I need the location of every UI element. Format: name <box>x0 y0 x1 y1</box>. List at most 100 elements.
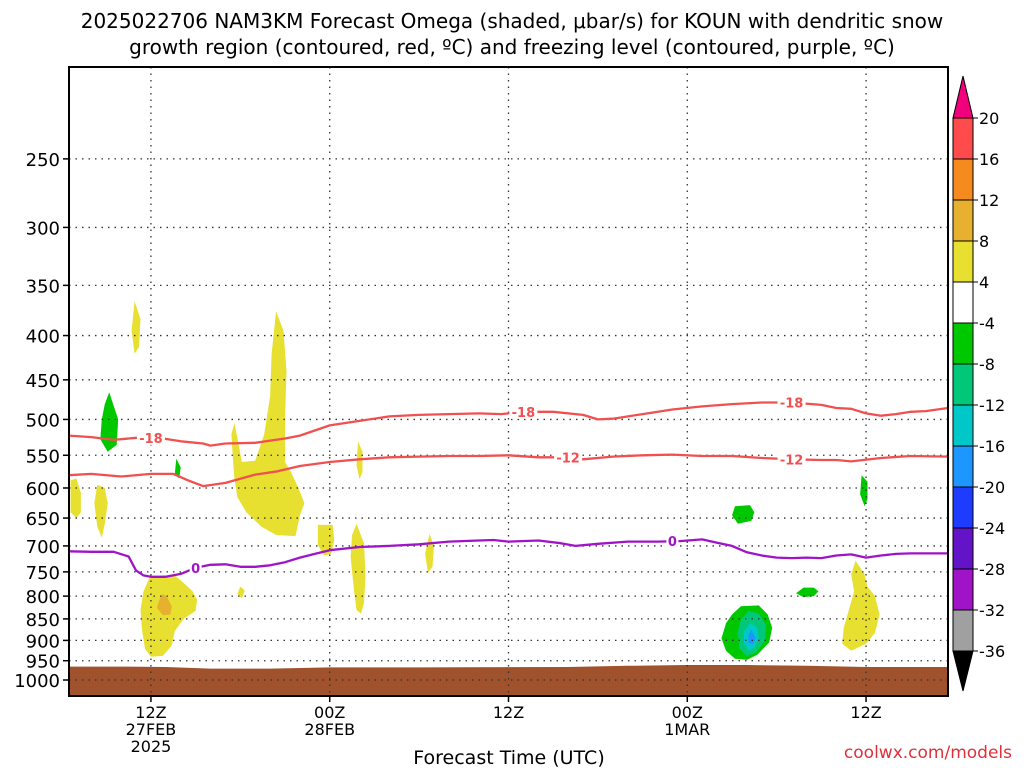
contour-label: -12 <box>556 451 580 466</box>
contour-label-bg <box>777 395 806 410</box>
colorbar-cell <box>952 445 974 488</box>
grid-lines <box>69 67 948 696</box>
colorbar-label: -8 <box>979 355 995 374</box>
x-tick-label: 1MAR <box>664 720 710 739</box>
contour-label: 0 <box>191 562 200 577</box>
omega-region <box>732 505 755 524</box>
plot-background <box>69 67 948 696</box>
omega-region <box>231 311 305 537</box>
omega-region <box>70 478 81 519</box>
colorbar-cell <box>952 199 974 242</box>
colorbar-top-arrow <box>952 75 974 119</box>
y-tick-label: 700 <box>26 537 60 558</box>
y-tick-label: 250 <box>26 150 60 171</box>
contour--18: -18 -18 -18 <box>68 395 949 447</box>
chart-title-line1: 2025022706 NAM3KM Forecast Omega (shaded… <box>81 9 944 33</box>
x-tick-label: 00Z <box>314 703 345 722</box>
omega-region <box>94 484 108 538</box>
y-tick-label: 950 <box>26 652 60 673</box>
x-tick-label: 12Z <box>850 703 881 722</box>
x-axis-label: Forecast Time (UTC) <box>413 747 604 768</box>
y-axis: 2503003504004505005506006507007508008509… <box>14 150 69 692</box>
omega-region <box>156 593 172 616</box>
contour-label: -12 <box>780 453 804 468</box>
colorbar-label: 12 <box>979 191 999 210</box>
colorbar-bottom-arrow <box>952 650 974 692</box>
y-tick-label: 750 <box>26 563 60 584</box>
contour--12: -12 -12 <box>68 450 949 488</box>
terrain-fill <box>69 665 948 696</box>
omega-region <box>842 560 880 651</box>
omega-region <box>796 587 819 598</box>
colorbar-cell <box>952 363 974 406</box>
colorbar-cell <box>952 527 974 570</box>
contour-label-bg <box>509 404 538 419</box>
colorbar-label: -4 <box>979 314 995 333</box>
colorbar-cell <box>952 117 974 160</box>
terrain-layer <box>69 665 948 696</box>
colorbar: 20 16 12 8 4 -4 -8 -12 -16 -20 -24 -28 -32 -36 <box>952 75 1005 692</box>
x-tick-label: 27FEB <box>126 720 177 739</box>
colorbar-label: -24 <box>979 519 1005 538</box>
y-tick-label: 850 <box>26 610 60 631</box>
omega-region <box>174 458 181 479</box>
omega-region <box>748 629 756 645</box>
colorbar-label: 8 <box>979 232 989 251</box>
colorbar-label: -12 <box>979 396 1005 415</box>
contour-label: 0 <box>668 535 677 550</box>
y-tick-label: 550 <box>26 446 60 467</box>
colorbar-cell <box>952 568 974 611</box>
y-tick-label: 1000 <box>14 671 60 692</box>
x-tick-label: 00Z <box>672 703 703 722</box>
x-tick-label: 28FEB <box>304 720 355 739</box>
contour-label-bg <box>554 450 583 465</box>
colorbar-label: 4 <box>979 273 989 292</box>
colorbar-label: 16 <box>979 150 999 169</box>
omega-region <box>131 301 141 354</box>
contour-label-bg <box>136 430 165 445</box>
contour-label-bg <box>666 534 679 549</box>
y-tick-label: 900 <box>26 631 60 652</box>
colorbar-label: -32 <box>979 601 1005 620</box>
y-tick-label: 350 <box>26 276 60 297</box>
colorbar-label: -20 <box>979 478 1005 497</box>
colorbar-cell <box>952 281 974 324</box>
x-tick-label: 12Z <box>135 703 166 722</box>
colorbar-label: -36 <box>979 642 1005 661</box>
y-tick-label: 400 <box>26 327 60 348</box>
omega-region <box>317 524 335 556</box>
colorbar-cell <box>952 158 974 201</box>
y-tick-label: 600 <box>26 479 60 500</box>
colorbar-label: 20 <box>979 109 999 128</box>
contour-line <box>68 538 948 578</box>
colorbar-cell <box>952 486 974 529</box>
credit-text: coolwx.com/models <box>844 743 1012 763</box>
contour-label: -18 <box>780 397 804 412</box>
contour-label: -18 <box>512 406 536 421</box>
omega-region <box>860 475 868 507</box>
colorbar-cell <box>952 240 974 283</box>
colorbar-cell <box>952 404 974 447</box>
contour-label-bg <box>189 560 202 575</box>
x-tick-label: 2025 <box>131 737 172 756</box>
y-tick-label: 650 <box>26 509 60 530</box>
y-tick-label: 800 <box>26 587 60 608</box>
colorbar-label: -28 <box>979 560 1005 579</box>
chart-title-line2: growth region (contoured, red, ºC) and f… <box>129 35 895 59</box>
y-tick-label: 450 <box>26 371 60 392</box>
contour-label-bg <box>777 452 806 467</box>
omega-region <box>100 392 119 452</box>
contour-0: 00 <box>68 534 948 578</box>
contour-label: -18 <box>139 432 163 447</box>
x-tick-label: 12Z <box>493 703 524 722</box>
y-tick-label: 300 <box>26 218 60 239</box>
colorbar-cell <box>952 322 974 365</box>
y-tick-label: 500 <box>26 410 60 431</box>
colorbar-cell <box>952 609 974 652</box>
contour-line <box>68 453 949 488</box>
colorbar-label: -16 <box>979 437 1005 456</box>
